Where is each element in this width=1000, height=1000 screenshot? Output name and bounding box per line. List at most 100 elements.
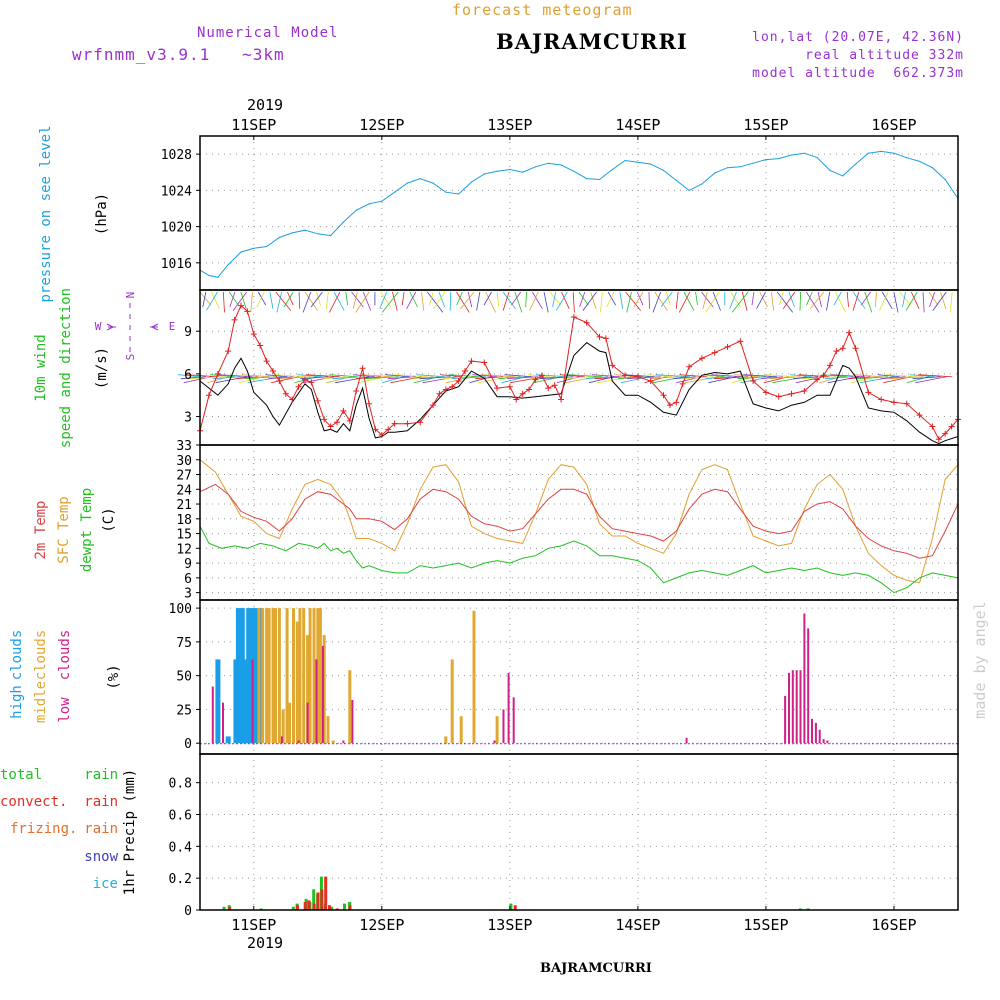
ytick-label-temp: 21 <box>176 498 192 513</box>
wind-gust-marker <box>372 426 379 433</box>
precip-bar-convect <box>296 905 299 910</box>
wind-barb <box>731 291 749 313</box>
pressure-point <box>208 274 210 277</box>
wind-gust-marker <box>237 302 244 309</box>
wind-barb <box>257 291 267 306</box>
wind-barb <box>429 291 434 306</box>
pressure-point <box>855 163 857 165</box>
wind-barb <box>364 376 399 380</box>
wind-gust-marker <box>250 331 257 338</box>
wind-gust-marker <box>334 419 341 426</box>
ytick-label-wind: 3 <box>184 411 192 426</box>
wind-gust-marker <box>942 430 949 437</box>
precip-bar-total <box>222 906 226 910</box>
wind-barb <box>929 291 936 308</box>
cloud-bar-low <box>826 740 829 744</box>
precip-bar-convect <box>307 900 311 910</box>
panel-frame-wind <box>199 289 959 446</box>
temp-dewpt-line <box>199 525 959 594</box>
wind-barb <box>355 291 370 313</box>
wind-barb <box>705 291 720 313</box>
ytick-label-pressure: 1028 <box>161 148 192 163</box>
pressure-point <box>790 154 793 156</box>
wind-speed-line <box>199 341 959 445</box>
ytick-label-temp: 15 <box>176 528 192 543</box>
wind-barb <box>824 376 854 380</box>
pressure-point <box>547 162 549 164</box>
wind-barb <box>250 291 253 313</box>
wind-gust-marker <box>609 362 616 369</box>
wind-barb <box>950 291 953 313</box>
wind-barb <box>591 374 620 378</box>
precip-bar-convect <box>303 902 307 910</box>
wind-gust-marker <box>724 343 731 350</box>
pressure-point <box>278 236 280 239</box>
pressure-unit: (hPa) <box>94 193 110 235</box>
wind-barb <box>776 291 794 313</box>
pressure-point <box>803 152 806 154</box>
wind-barb <box>647 374 673 378</box>
wind-gust-marker <box>225 348 232 355</box>
cloud-bar-low <box>795 670 798 744</box>
wind-barb <box>504 374 533 378</box>
wind-gust-marker <box>622 372 629 379</box>
wind-gust-marker <box>820 372 827 379</box>
wind-barb <box>449 291 452 311</box>
cloud-bar-low <box>306 702 309 744</box>
pressure-line <box>199 150 959 278</box>
wind-barb <box>316 291 321 306</box>
compass-w: W <box>95 320 102 333</box>
wind-barb <box>451 376 486 380</box>
wind-barb <box>527 374 550 378</box>
pressure-point <box>611 168 613 171</box>
wind-gust-marker <box>583 319 590 326</box>
wind-barb <box>660 291 673 308</box>
wind-gust-marker <box>513 396 520 403</box>
pressure-point <box>304 229 306 231</box>
wind-barb <box>756 291 766 309</box>
wind-barb <box>809 291 825 310</box>
wind-barb <box>675 291 679 309</box>
precip-label-frizing-rain: rain <box>84 821 118 837</box>
cloud-label-mid2: clouds <box>33 630 49 681</box>
precip-label-frizing: frizing. <box>10 821 77 837</box>
wind-barb <box>860 291 871 306</box>
wind-barb <box>578 291 589 306</box>
pressure-point <box>675 179 677 181</box>
temp-2m-line <box>199 483 959 559</box>
wind-gust-marker <box>801 387 808 394</box>
cloud-bar-middle <box>495 716 499 744</box>
temp-label-2m: 2m Temp <box>33 500 49 559</box>
pressure-point <box>317 233 319 235</box>
pressure-point <box>701 183 703 185</box>
wind-barb <box>206 291 218 311</box>
ytick-label-clouds: 50 <box>176 670 192 685</box>
wind-barb <box>232 291 247 311</box>
wind-barb <box>798 374 830 378</box>
compass-e: E <box>169 320 176 333</box>
pressure-point <box>496 170 498 172</box>
wind-barb <box>788 291 795 308</box>
wind-gust-marker <box>295 383 302 390</box>
wind-barb <box>835 291 846 313</box>
pressure-point <box>944 178 946 181</box>
wind-barb <box>683 291 695 311</box>
wind-barb <box>817 291 822 308</box>
wind-barb <box>648 291 650 309</box>
wind-barb <box>303 376 335 384</box>
wind-barb <box>381 291 399 313</box>
wind-barb <box>384 374 410 378</box>
pressure-point <box>931 167 934 169</box>
pressure-point <box>624 159 626 162</box>
wind-unit: (m/s) <box>94 347 110 389</box>
wind-barb <box>228 291 239 306</box>
wind-gust-marker <box>481 359 488 366</box>
wind-barb <box>562 376 591 380</box>
cloud-bar-middle <box>257 608 261 744</box>
precip-label-convect-rain: rain <box>84 794 118 810</box>
wind-barb <box>654 291 668 311</box>
model-name: wrfnmm_v3.9.1 ~3km <box>72 45 285 64</box>
cloud-bar-low <box>818 729 821 744</box>
wind-barb <box>416 374 445 378</box>
cloud-label-low2: clouds <box>57 630 73 681</box>
